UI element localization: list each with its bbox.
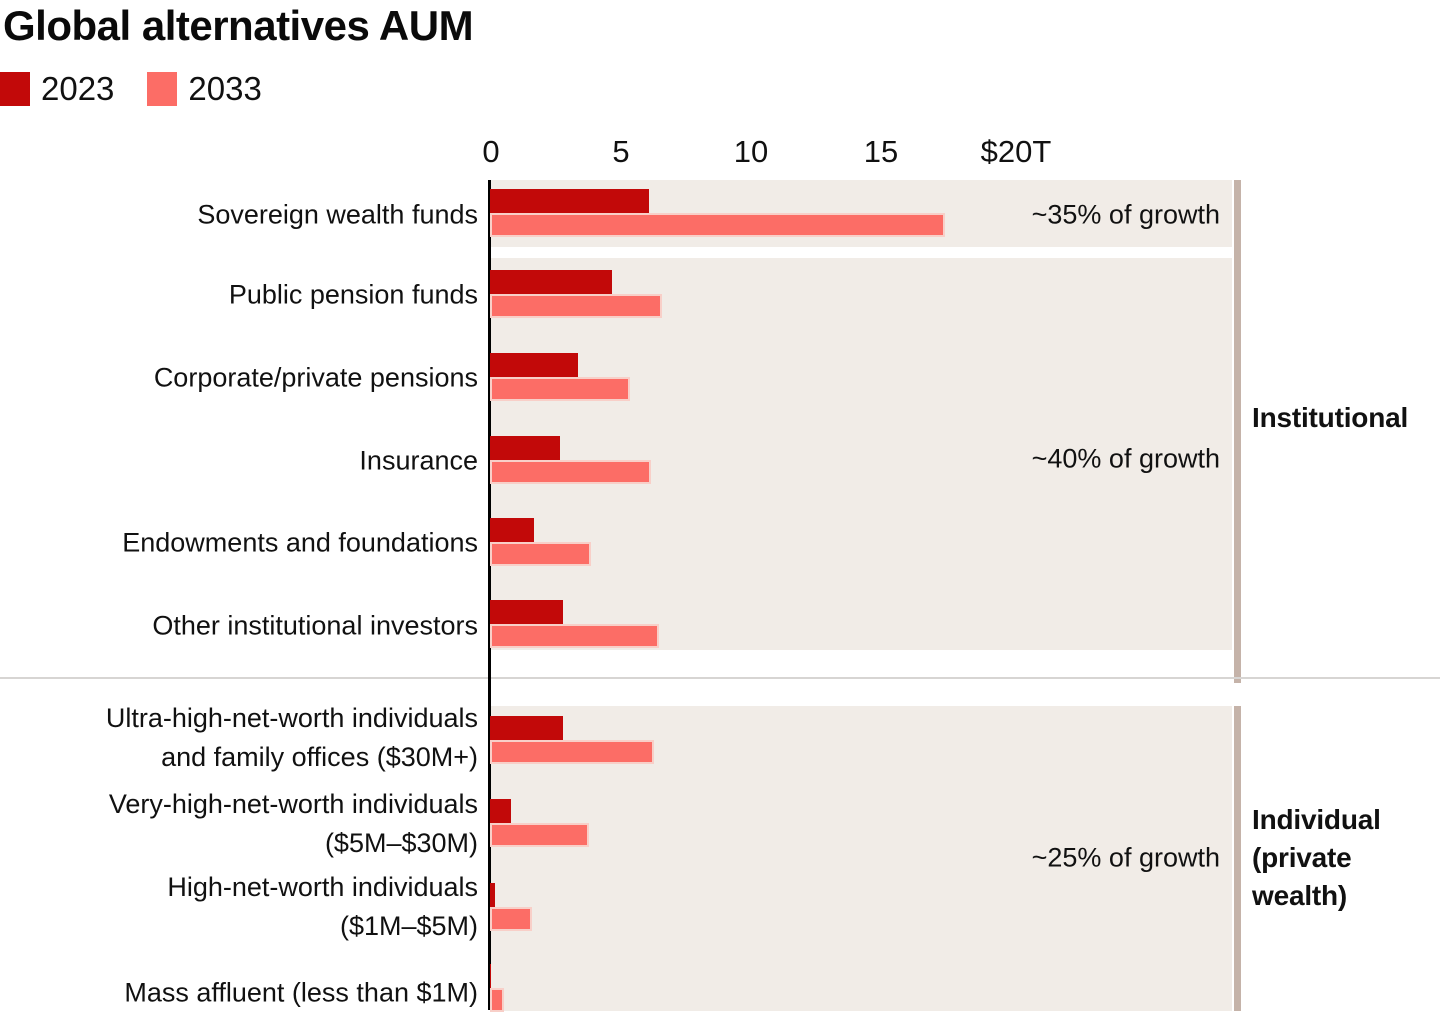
bar-2033-ultra-high-net-worth	[490, 740, 654, 764]
section-edge-bar-institutional	[1234, 180, 1241, 683]
legend-swatch-2033	[147, 72, 178, 106]
row-label-other-institutional-investors: Other institutional investors	[152, 610, 478, 641]
bar-2033-very-high-net-worth	[490, 823, 589, 847]
bar-2023-ultra-high-net-worth	[490, 716, 563, 740]
x-axis-tick-20: $20T	[980, 134, 1052, 169]
row-label-sovereign-wealth-funds: Sovereign wealth funds	[197, 199, 478, 230]
x-axis-tick-15: 15	[863, 134, 899, 169]
bar-2033-corporate-private-pensions	[490, 377, 631, 401]
bar-2033-other-institutional-investors	[490, 624, 659, 648]
annotation-growth-sovereign-wealth: ~35% of growth	[1031, 199, 1220, 230]
legend: 2023 2033	[0, 70, 295, 108]
x-axis-tick-5: 5	[612, 134, 630, 169]
bar-2033-endowments-and-foundations	[490, 542, 592, 566]
row-label-very-high-net-worth: Very-high-net-worth individuals ($5M–$30…	[108, 789, 478, 858]
bar-2033-public-pension-funds	[490, 294, 662, 318]
row-label-mass-affluent: Mass affluent (less than $1M)	[124, 977, 478, 1008]
chart-title: Global alternatives AUM	[3, 2, 474, 49]
row-label-high-net-worth: High-net-worth individuals ($1M–$5M)	[167, 872, 478, 941]
bar-2033-insurance	[490, 460, 652, 484]
track-institutional	[490, 258, 1232, 650]
legend-swatch-2023	[0, 72, 30, 106]
row-label-public-pension-funds: Public pension funds	[228, 279, 478, 310]
bar-2023-endowments-and-foundations	[490, 518, 535, 542]
bar-2023-corporate-private-pensions	[490, 353, 579, 377]
row-label-endowments-and-foundations: Endowments and foundations	[122, 527, 478, 558]
bar-2023-insurance	[490, 436, 561, 460]
section-divider	[0, 677, 1440, 679]
group-label-individual: Individual (private wealth)	[1252, 804, 1381, 911]
bar-2033-sovereign-wealth-funds	[490, 213, 945, 237]
bar-2023-high-net-worth	[490, 883, 496, 907]
bar-2023-sovereign-wealth-funds	[490, 189, 649, 213]
annotation-growth-institutional: ~40% of growth	[1031, 443, 1220, 474]
row-label-ultra-high-net-worth: Ultra-high-net-worth individuals and fam…	[105, 703, 478, 772]
legend-label-2023: 2023	[41, 70, 115, 107]
y-axis-line	[488, 180, 491, 1010]
annotation-growth-individual: ~25% of growth	[1031, 842, 1220, 873]
bar-2023-public-pension-funds	[490, 270, 613, 294]
group-label-institutional: Institutional	[1252, 402, 1409, 433]
bar-2033-mass-affluent	[490, 988, 505, 1012]
x-axis-tick-10: 10	[733, 134, 769, 169]
x-axis-tick-0: 0	[482, 134, 500, 169]
bar-2023-very-high-net-worth	[490, 799, 511, 823]
section-edge-bar-individual	[1234, 706, 1241, 1011]
bar-2033-high-net-worth	[490, 907, 532, 931]
row-label-insurance: Insurance	[359, 445, 478, 476]
bar-2023-other-institutional-investors	[490, 600, 563, 624]
bar-2023-mass-affluent	[490, 964, 492, 988]
legend-label-2033: 2033	[188, 70, 262, 107]
row-label-corporate-private-pensions: Corporate/private pensions	[153, 362, 478, 393]
